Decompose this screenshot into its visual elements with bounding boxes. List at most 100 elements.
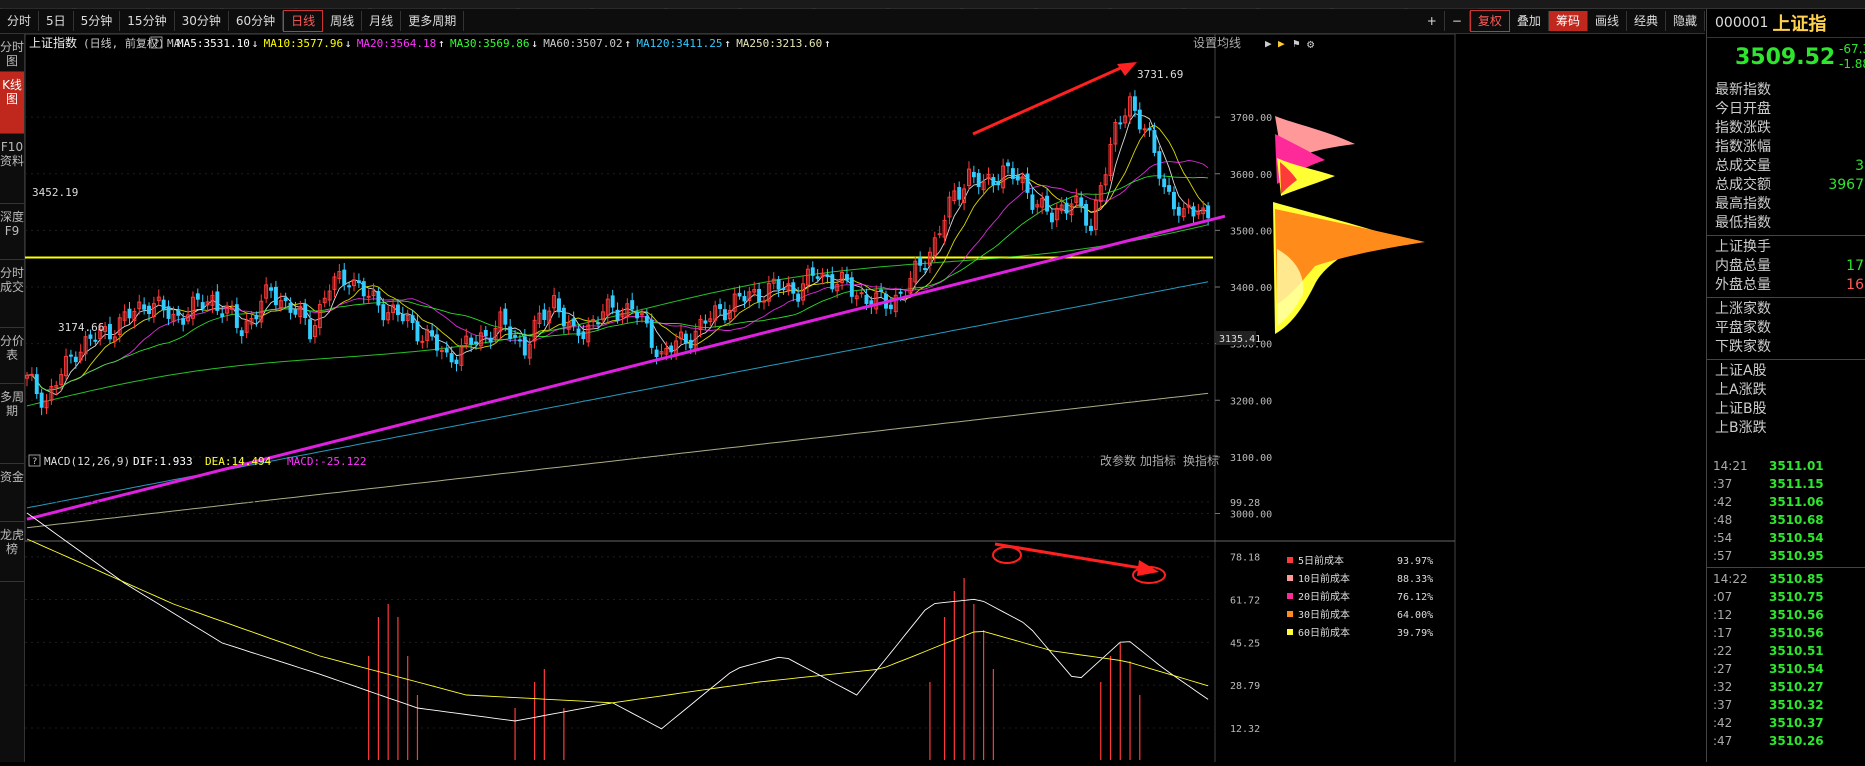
candle-body (151, 303, 156, 318)
tick-time: :17 (1713, 626, 1733, 640)
candle-body (942, 219, 947, 238)
field-separator (1707, 235, 1865, 236)
sidebar-item-dragon-tiger[interactable]: 龙虎榜 (0, 522, 24, 582)
overlay-button[interactable]: 叠加 (1510, 11, 1549, 31)
play-icon[interactable]: ▶ (1265, 37, 1272, 50)
candle-body (39, 392, 44, 408)
period-more[interactable]: 更多周期 (401, 11, 465, 31)
sidebar-item-fund[interactable]: 资金 (0, 464, 24, 522)
draw-line-button[interactable]: 画线 (1588, 11, 1627, 31)
left-sidebar: 分时图 K线图 F10资料 深度F9 分时成交 分价表 多周期 资金 龙虎榜 (0, 34, 25, 762)
cost-label: 20日前成本 (1298, 590, 1350, 603)
period-15min[interactable]: 15分钟 (120, 11, 175, 31)
period-intraday[interactable]: 分时 (0, 11, 40, 31)
cost-value: 39.79% (1397, 628, 1433, 639)
candle-body (147, 305, 151, 315)
sidebar-item-price-table[interactable]: 分价表 (0, 328, 24, 384)
quote-field-label: 上证A股 (1715, 363, 1767, 379)
tick-row: :57 3510.95 (1707, 547, 1865, 565)
gear-icon[interactable]: ⚙ (1307, 37, 1315, 51)
candle-body (117, 317, 122, 335)
candle-body (54, 385, 59, 388)
macd-param-button[interactable]: 改参数 (1100, 453, 1136, 468)
dea-line (26, 538, 1209, 704)
sidebar-item-depth[interactable]: 深度F9 (0, 204, 24, 260)
sidebar-item-trades[interactable]: 分时成交 (0, 260, 24, 328)
candle-body (766, 282, 771, 302)
candle-body (435, 334, 439, 351)
tick-time: :42 (1713, 716, 1733, 730)
fuquan-button[interactable]: 复权 (1469, 10, 1510, 32)
candle-body (708, 318, 713, 323)
period-60min[interactable]: 60分钟 (229, 11, 284, 31)
candle-body (337, 271, 342, 279)
sidebar-item-intraday[interactable]: 分时图 (0, 34, 24, 72)
period-weekly[interactable]: 周线 (323, 11, 363, 31)
hide-button[interactable]: 隐藏 (1666, 11, 1705, 31)
quote-field-row: 指数涨跌 (1707, 119, 1865, 138)
candle-body (278, 300, 283, 308)
change-indicator-button[interactable]: 换指标 (1183, 453, 1219, 468)
help-icon[interactable] (150, 36, 163, 49)
cursor-icon[interactable]: ▶ (1278, 37, 1285, 50)
period-30min[interactable]: 30分钟 (175, 11, 229, 31)
candle-body (1123, 115, 1128, 124)
period-daily[interactable]: 日线 (283, 10, 324, 32)
ma-legend-arrow: ↑ (624, 37, 631, 50)
period-5min[interactable]: 5分钟 (74, 11, 121, 31)
candle-body (186, 314, 191, 322)
candle-body (1049, 212, 1054, 223)
quote-field-row: 最低指数 (1707, 214, 1865, 233)
candle-body (415, 321, 420, 342)
macd-help-icon[interactable] (28, 454, 41, 467)
zoom-in-button[interactable]: + (1420, 11, 1445, 31)
candle-body (596, 322, 601, 325)
candle-body (971, 171, 976, 178)
sidebar-item-f10[interactable]: F10资料 (0, 134, 24, 204)
quote-field-row: 平盘家数 (1707, 319, 1865, 338)
candle-body (586, 324, 591, 343)
tick-price: 3510.56 (1769, 626, 1824, 640)
candle-body (322, 297, 327, 304)
cost-color-swatch (1287, 593, 1293, 599)
candle-body (722, 309, 727, 321)
macd-value: MACD:-25.122 (287, 455, 366, 468)
macd-label: MACD(12,26,9) (44, 455, 130, 468)
chip-30d (1275, 209, 1425, 304)
candle-body (625, 303, 630, 317)
candle-body (1113, 122, 1118, 145)
candle-body (532, 319, 537, 342)
ma-setting-button[interactable]: 设置均线 (1193, 36, 1241, 50)
low-annotation: 3174.66 (58, 321, 104, 334)
kline-chart-svg[interactable]: 3000.00 3100.00 3200.00 3300.00 3400.00 3500.… (24, 33, 1705, 762)
period-monthly[interactable]: 月线 (362, 11, 402, 31)
quote-field-label: 上证换手 (1715, 239, 1771, 255)
candlestick-series (25, 90, 1211, 416)
candle-body (561, 307, 566, 327)
candle-body (474, 341, 478, 345)
candle-body (273, 286, 278, 306)
cost-label: 10日前成本 (1298, 572, 1350, 585)
candle-body (73, 356, 78, 363)
price-change-pct: -1.88 (1839, 57, 1865, 71)
candle-body (1147, 127, 1152, 131)
candle-body (230, 307, 234, 310)
macd-tick-label: 45.25 (1230, 638, 1260, 649)
chip-distribution-button[interactable]: 筹码 (1548, 11, 1588, 31)
sidebar-item-multi-period[interactable]: 多周期 (0, 384, 24, 464)
flag-icon[interactable]: ⚑ (1293, 37, 1300, 50)
candle-body (1171, 191, 1176, 210)
candle-body (581, 331, 586, 339)
classic-button[interactable]: 经典 (1627, 11, 1666, 31)
add-indicator-button[interactable]: 加指标 (1140, 453, 1176, 468)
candle-body (308, 319, 313, 340)
candle-body (654, 349, 659, 358)
candle-body (957, 187, 962, 200)
zoom-out-button[interactable]: − (1445, 11, 1470, 31)
period-5day[interactable]: 5日 (39, 11, 74, 31)
tick-price: 3510.85 (1769, 572, 1824, 586)
candle-body (234, 304, 239, 328)
chart-area[interactable]: 3000.00 3100.00 3200.00 3300.00 3400.00 3500.… (24, 33, 1705, 762)
candle-body (220, 313, 225, 317)
sidebar-item-kline[interactable]: K线图 (0, 72, 24, 134)
